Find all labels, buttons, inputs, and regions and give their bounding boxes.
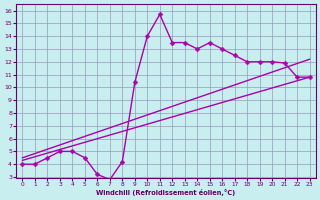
- X-axis label: Windchill (Refroidissement éolien,°C): Windchill (Refroidissement éolien,°C): [96, 189, 236, 196]
